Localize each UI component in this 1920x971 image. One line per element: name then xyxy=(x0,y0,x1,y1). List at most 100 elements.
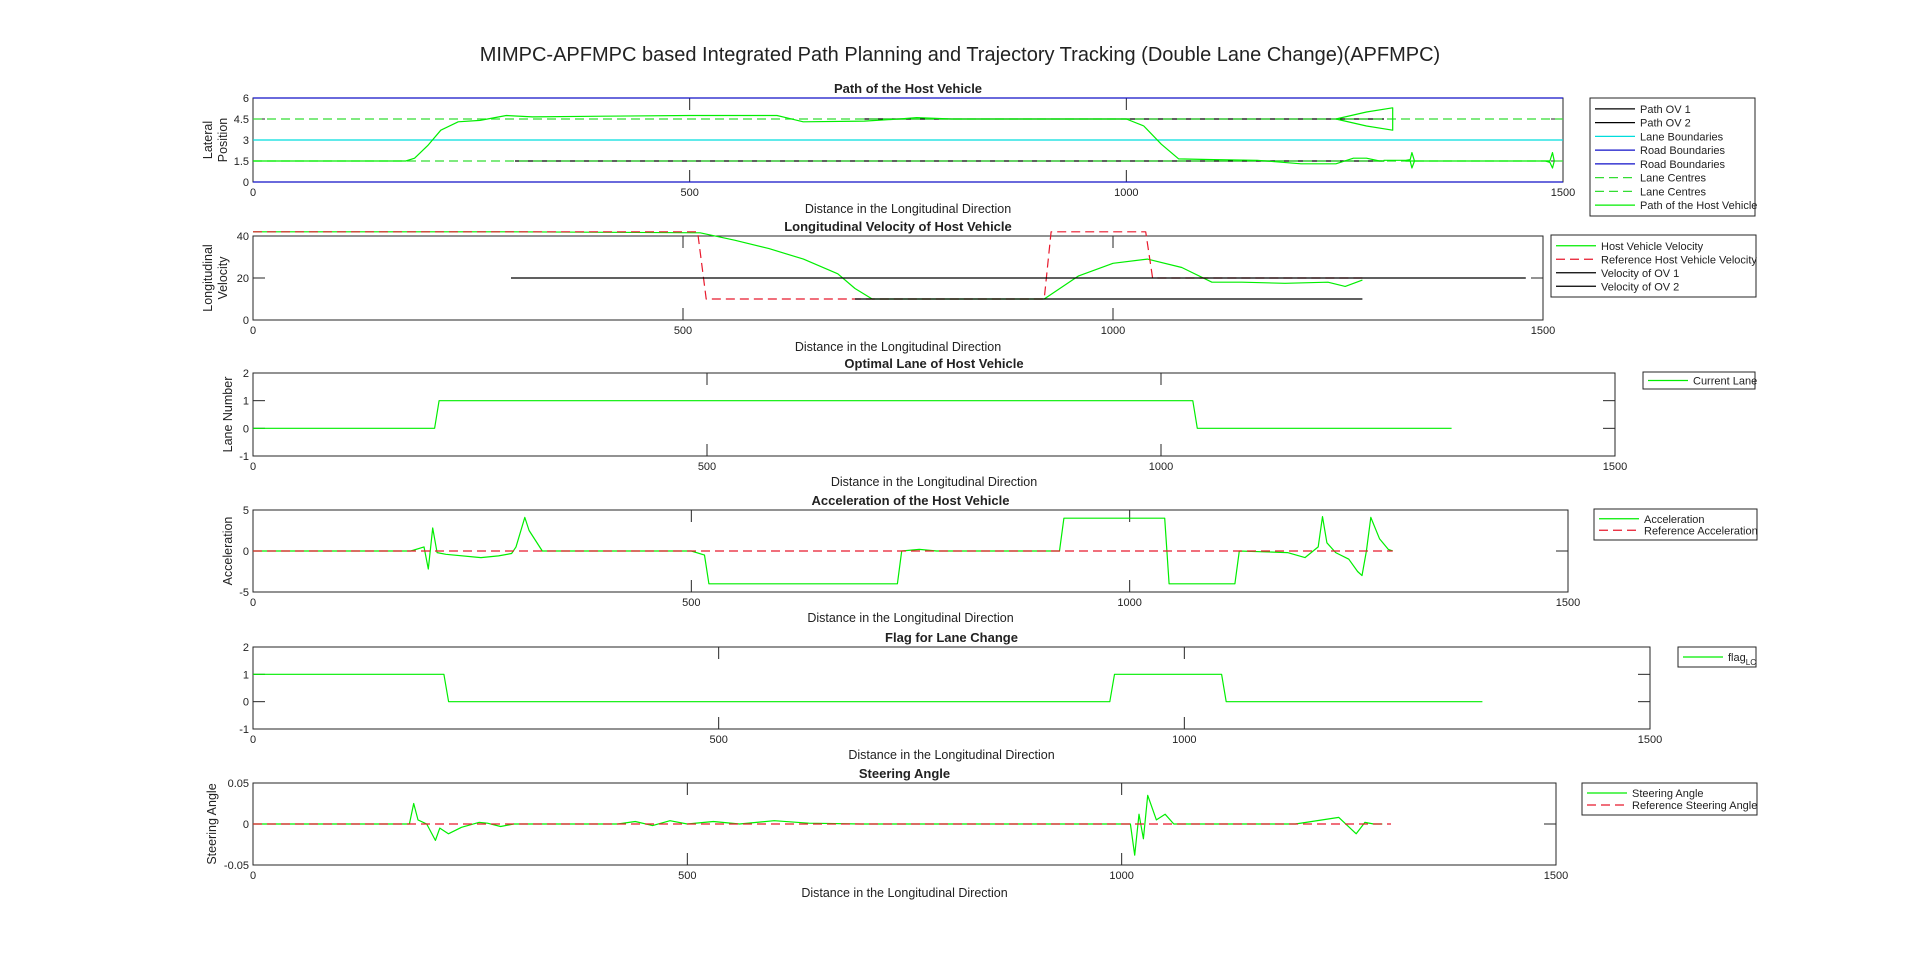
x-tick-label: 1000 xyxy=(1101,325,1125,337)
y-tick-label: 2 xyxy=(243,642,249,654)
y-tick-label: -1 xyxy=(239,724,249,736)
y-tick-label: 5 xyxy=(243,505,249,517)
y-tick-label: 1 xyxy=(243,396,249,408)
y-axis-label: Acceleration xyxy=(221,517,235,586)
x-tick-label: 1000 xyxy=(1109,870,1133,882)
x-tick-label: 500 xyxy=(674,325,692,337)
legend-entry: Steering Angle xyxy=(1632,788,1704,800)
legend-box xyxy=(1581,782,1758,816)
legend-entry: Host Vehicle Velocity xyxy=(1601,241,1704,253)
legend-entry: Path OV 1 xyxy=(1640,104,1691,116)
series-line-1 xyxy=(253,673,1483,703)
legend-entry: Velocity of OV 2 xyxy=(1601,281,1679,293)
subplot-title: Path of the Host Vehicle xyxy=(834,81,982,96)
legend-entry: Road Boundaries xyxy=(1640,159,1726,171)
x-tick-label: 1000 xyxy=(1114,187,1138,199)
axes-box xyxy=(252,646,1651,730)
subplot-3: Optimal Lane of Host Vehicle 0 500 1000 1500… xyxy=(221,356,1757,489)
y-tick-label: 6 xyxy=(243,93,249,105)
x-axis-label: Distance in the Longitudinal Direction xyxy=(795,340,1001,354)
legend-entry: Lane Centres xyxy=(1640,186,1707,198)
x-tick-label: 500 xyxy=(682,597,700,609)
legend-entry: Acceleration xyxy=(1644,514,1705,526)
y-tick-label: -1 xyxy=(239,451,249,463)
x-axis-label: Distance in the Longitudinal Direction xyxy=(801,886,1007,900)
y-tick-label: 1.5 xyxy=(234,156,249,168)
legend-entry: Reference Acceleration xyxy=(1644,525,1758,537)
legend: flagLC xyxy=(1677,646,1757,668)
legend-entry: Lane Boundaries xyxy=(1640,131,1724,143)
y-tick-label: 2 xyxy=(243,368,249,380)
series-line-8 xyxy=(253,114,1555,169)
subplot-title: Acceleration of the Host Vehicle xyxy=(812,493,1010,508)
series-line-1 xyxy=(253,400,1452,429)
legend-entry: Reference Steering Angle xyxy=(1632,800,1757,812)
subplot-title: Flag for Lane Change xyxy=(885,630,1018,645)
subplot-title: Steering Angle xyxy=(859,766,950,781)
y-axis-label: Position xyxy=(216,118,230,163)
x-axis-label: Distance in the Longitudinal Direction xyxy=(831,475,1037,489)
x-tick-label: 0 xyxy=(250,870,256,882)
x-tick-label: 0 xyxy=(250,734,256,746)
x-tick-label: 0 xyxy=(250,597,256,609)
y-axis-label: Lane Number xyxy=(221,377,235,453)
y-tick-label: -5 xyxy=(239,587,249,599)
subplot-title: Longitudinal Velocity of Host Vehicle xyxy=(784,219,1012,234)
y-axis-label: Steering Angle xyxy=(205,783,219,864)
legend-box xyxy=(1593,508,1758,541)
y-axis-label: Velocity xyxy=(216,256,230,300)
legend: Current Lane xyxy=(1642,371,1757,390)
subplot-1: Path of the Host Vehicle 0 500 1000 1500 0 1.5… xyxy=(201,81,1757,217)
x-tick-label: 0 xyxy=(250,461,256,473)
y-tick-label: 0 xyxy=(243,697,249,709)
x-tick-label: 1500 xyxy=(1551,187,1575,199)
x-tick-label: 0 xyxy=(250,325,256,337)
x-tick-label: 0 xyxy=(250,187,256,199)
series-line-2 xyxy=(253,231,1363,300)
y-tick-label: 1 xyxy=(243,669,249,681)
x-tick-label: 500 xyxy=(678,870,696,882)
x-tick-label: 1500 xyxy=(1531,325,1555,337)
legend-entry: Current Lane xyxy=(1693,376,1757,388)
x-tick-label: 1500 xyxy=(1603,461,1627,473)
y-tick-label: 0 xyxy=(243,546,249,558)
legend-entry: Path OV 2 xyxy=(1640,118,1691,130)
legend-entry: Road Boundaries xyxy=(1640,145,1726,157)
y-tick-label: 20 xyxy=(237,273,249,285)
subplot-4: Acceleration of the Host Vehicle 0 500 1000… xyxy=(221,493,1758,625)
x-axis-label: Distance in the Longitudinal Direction xyxy=(807,611,1013,625)
x-tick-label: 1500 xyxy=(1638,734,1662,746)
legend-box xyxy=(1642,371,1756,390)
subplot-title: Optimal Lane of Host Vehicle xyxy=(844,356,1023,371)
x-tick-label: 1500 xyxy=(1544,870,1568,882)
subplot-2: Longitudinal Velocity of Host Vehicle 0 50… xyxy=(201,219,1757,354)
series-line-9 xyxy=(1335,107,1394,131)
x-tick-label: 1000 xyxy=(1172,734,1196,746)
y-tick-label: 0 xyxy=(243,315,249,327)
legend-entry: Reference Host Vehicle Velocity xyxy=(1601,254,1757,266)
legend-entry: Path of the Host Vehicle xyxy=(1640,200,1757,212)
x-axis-label: Distance in the Longitudinal Direction xyxy=(848,748,1054,762)
y-tick-label: 0 xyxy=(243,177,249,189)
x-tick-label: 500 xyxy=(698,461,716,473)
legend-box xyxy=(1589,97,1756,217)
x-tick-label: 1000 xyxy=(1149,461,1173,473)
x-tick-label: 1500 xyxy=(1556,597,1580,609)
y-tick-label: 3 xyxy=(243,135,249,147)
x-tick-label: 500 xyxy=(680,187,698,199)
x-tick-label: 1000 xyxy=(1117,597,1141,609)
x-tick-label: 500 xyxy=(709,734,727,746)
y-axis-label: Longitudinal xyxy=(201,244,215,311)
series-line-1 xyxy=(253,231,1363,300)
axes-box xyxy=(252,372,1616,457)
y-tick-label: 0 xyxy=(243,819,249,831)
figure-title: MIMPC-APFMPC based Integrated Path Plann… xyxy=(480,44,1440,66)
legend-entry: Velocity of OV 1 xyxy=(1601,268,1679,280)
